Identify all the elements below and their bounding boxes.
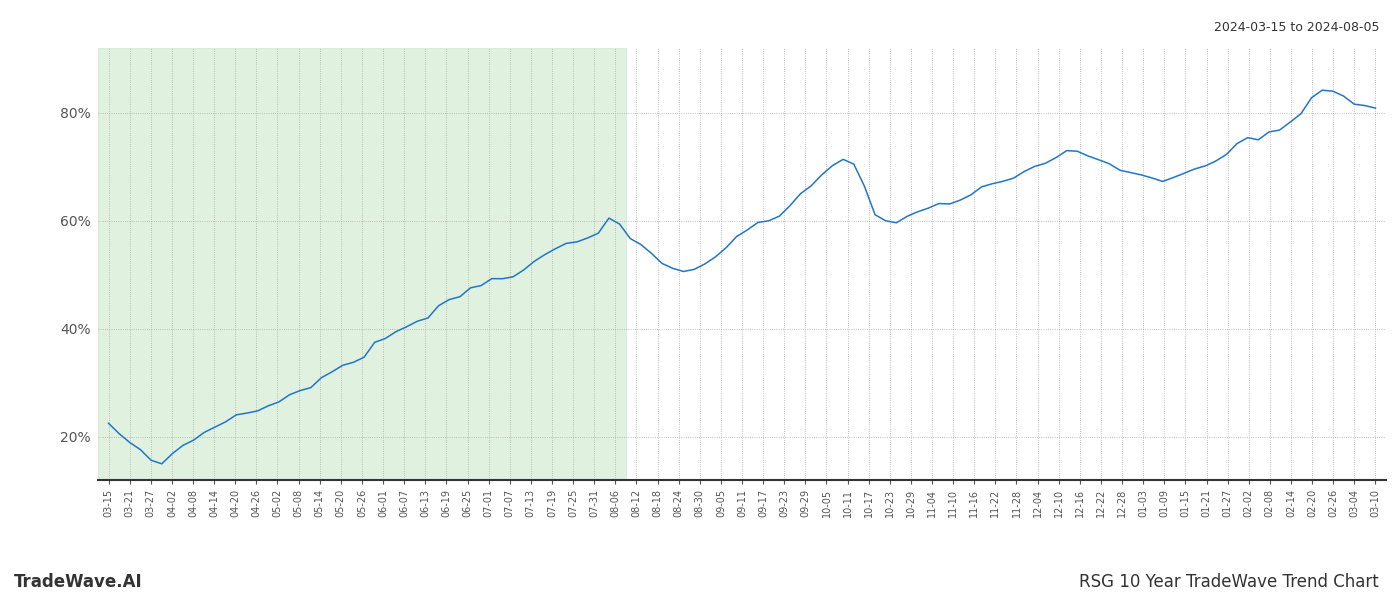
Bar xyxy=(98,48,626,480)
Text: TradeWave.AI: TradeWave.AI xyxy=(14,573,143,591)
Text: RSG 10 Year TradeWave Trend Chart: RSG 10 Year TradeWave Trend Chart xyxy=(1079,573,1379,591)
Text: 2024-03-15 to 2024-08-05: 2024-03-15 to 2024-08-05 xyxy=(1214,21,1379,34)
